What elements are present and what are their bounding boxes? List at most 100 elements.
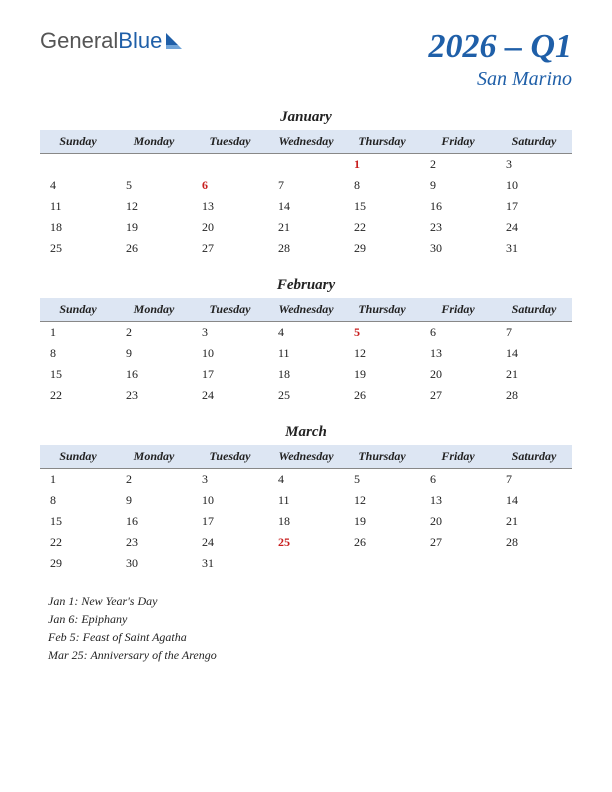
holiday-item: Jan 1: New Year's Day <box>48 592 572 610</box>
calendar-cell: 25 <box>268 385 344 406</box>
calendar-cell: 21 <box>496 364 572 385</box>
calendar-cell: 3 <box>496 154 572 176</box>
day-header: Wednesday <box>268 130 344 154</box>
calendar-cell: 13 <box>192 196 268 217</box>
day-header: Thursday <box>344 445 420 469</box>
calendar-cell: 18 <box>268 511 344 532</box>
calendar-row: 891011121314 <box>40 343 572 364</box>
month-block: JanuarySundayMondayTuesdayWednesdayThurs… <box>40 109 572 259</box>
calendar-cell <box>344 553 420 574</box>
calendar-cell: 6 <box>192 175 268 196</box>
calendar-cell: 28 <box>496 532 572 553</box>
day-header: Wednesday <box>268 445 344 469</box>
calendar-cell: 14 <box>268 196 344 217</box>
calendar-cell <box>40 154 116 176</box>
day-header: Saturday <box>496 298 572 322</box>
calendar-cell <box>420 553 496 574</box>
day-header: Tuesday <box>192 298 268 322</box>
calendar-cell: 25 <box>40 238 116 259</box>
calendar-cell: 24 <box>192 385 268 406</box>
logo-text-2: Blue <box>118 28 162 54</box>
calendar-row: 15161718192021 <box>40 511 572 532</box>
calendar-cell: 29 <box>40 553 116 574</box>
calendar-cell: 30 <box>116 553 192 574</box>
calendar-cell: 18 <box>268 364 344 385</box>
holiday-list: Jan 1: New Year's DayJan 6: EpiphanyFeb … <box>40 592 572 664</box>
calendar-cell: 31 <box>192 553 268 574</box>
calendar-cell: 28 <box>496 385 572 406</box>
calendar-cell <box>116 154 192 176</box>
calendar-cell: 1 <box>40 322 116 344</box>
calendar-cell: 30 <box>420 238 496 259</box>
month-block: March SundayMondayTuesdayWednesdayThursda… <box>40 424 572 574</box>
calendar-row: 18192021222324 <box>40 217 572 238</box>
day-header: Friday <box>420 445 496 469</box>
calendar-cell: 19 <box>344 511 420 532</box>
calendar-cell: 26 <box>116 238 192 259</box>
day-header: Tuesday <box>192 130 268 154</box>
calendar-cell <box>496 553 572 574</box>
calendar-row: 25262728293031 <box>40 238 572 259</box>
calendar-cell: 26 <box>344 532 420 553</box>
calendar-cell: 7 <box>496 322 572 344</box>
calendar-row: 22232425262728 <box>40 385 572 406</box>
day-header: Friday <box>420 130 496 154</box>
calendar-row: 891011121314 <box>40 490 572 511</box>
calendar-cell: 16 <box>116 511 192 532</box>
calendar-cell: 15 <box>40 364 116 385</box>
calendar-cell: 9 <box>116 343 192 364</box>
calendar-cell: 19 <box>116 217 192 238</box>
holiday-item: Jan 6: Epiphany <box>48 610 572 628</box>
calendar-cell: 2 <box>116 469 192 491</box>
day-header: Friday <box>420 298 496 322</box>
calendar-cell: 4 <box>268 322 344 344</box>
calendar-cell: 16 <box>420 196 496 217</box>
calendar-cell: 22 <box>40 385 116 406</box>
calendar-cell: 27 <box>192 238 268 259</box>
day-header: Thursday <box>344 130 420 154</box>
calendar-cell: 23 <box>420 217 496 238</box>
calendar-cell: 14 <box>496 343 572 364</box>
calendar-cell: 6 <box>420 322 496 344</box>
calendar-cell: 15 <box>40 511 116 532</box>
calendar-cell: 29 <box>344 238 420 259</box>
calendar-cell: 12 <box>344 343 420 364</box>
calendar-cell: 11 <box>268 490 344 511</box>
calendar-cell: 5 <box>344 322 420 344</box>
day-header: Saturday <box>496 445 572 469</box>
calendar-cell: 25 <box>268 532 344 553</box>
day-header: Saturday <box>496 130 572 154</box>
logo-sail-icon <box>164 31 184 51</box>
calendar-table: SundayMondayTuesdayWednesdayThursdayFrid… <box>40 445 572 574</box>
calendar-row: 293031 <box>40 553 572 574</box>
calendar-cell: 7 <box>496 469 572 491</box>
month-block: FebruarySundayMondayTuesdayWednesdayThur… <box>40 277 572 406</box>
calendar-cell: 28 <box>268 238 344 259</box>
calendar-table: SundayMondayTuesdayWednesdayThursdayFrid… <box>40 298 572 406</box>
holiday-item: Feb 5: Feast of Saint Agatha <box>48 628 572 646</box>
calendar-row: 1234567 <box>40 322 572 344</box>
calendar-cell: 24 <box>496 217 572 238</box>
calendar-cell: 20 <box>420 364 496 385</box>
calendar-cell: 23 <box>116 532 192 553</box>
calendar-cell: 9 <box>420 175 496 196</box>
calendar-cell: 8 <box>40 343 116 364</box>
title-main: 2026 – Q1 <box>428 28 572 66</box>
calendar-cell: 1 <box>344 154 420 176</box>
calendar-cell: 12 <box>116 196 192 217</box>
calendar-cell: 15 <box>344 196 420 217</box>
day-header: Sunday <box>40 298 116 322</box>
calendar-cell: 22 <box>40 532 116 553</box>
calendar-table: SundayMondayTuesdayWednesdayThursdayFrid… <box>40 130 572 259</box>
calendar-cell: 5 <box>344 469 420 491</box>
calendar-cell <box>268 553 344 574</box>
calendar-cell: 22 <box>344 217 420 238</box>
calendar-cell: 5 <box>116 175 192 196</box>
month-name: March <box>40 424 572 441</box>
calendar-row: 123 <box>40 154 572 176</box>
calendar-cell: 23 <box>116 385 192 406</box>
day-header: Monday <box>116 298 192 322</box>
calendar-cell: 10 <box>192 490 268 511</box>
calendar-cell: 4 <box>40 175 116 196</box>
calendar-cell: 17 <box>496 196 572 217</box>
